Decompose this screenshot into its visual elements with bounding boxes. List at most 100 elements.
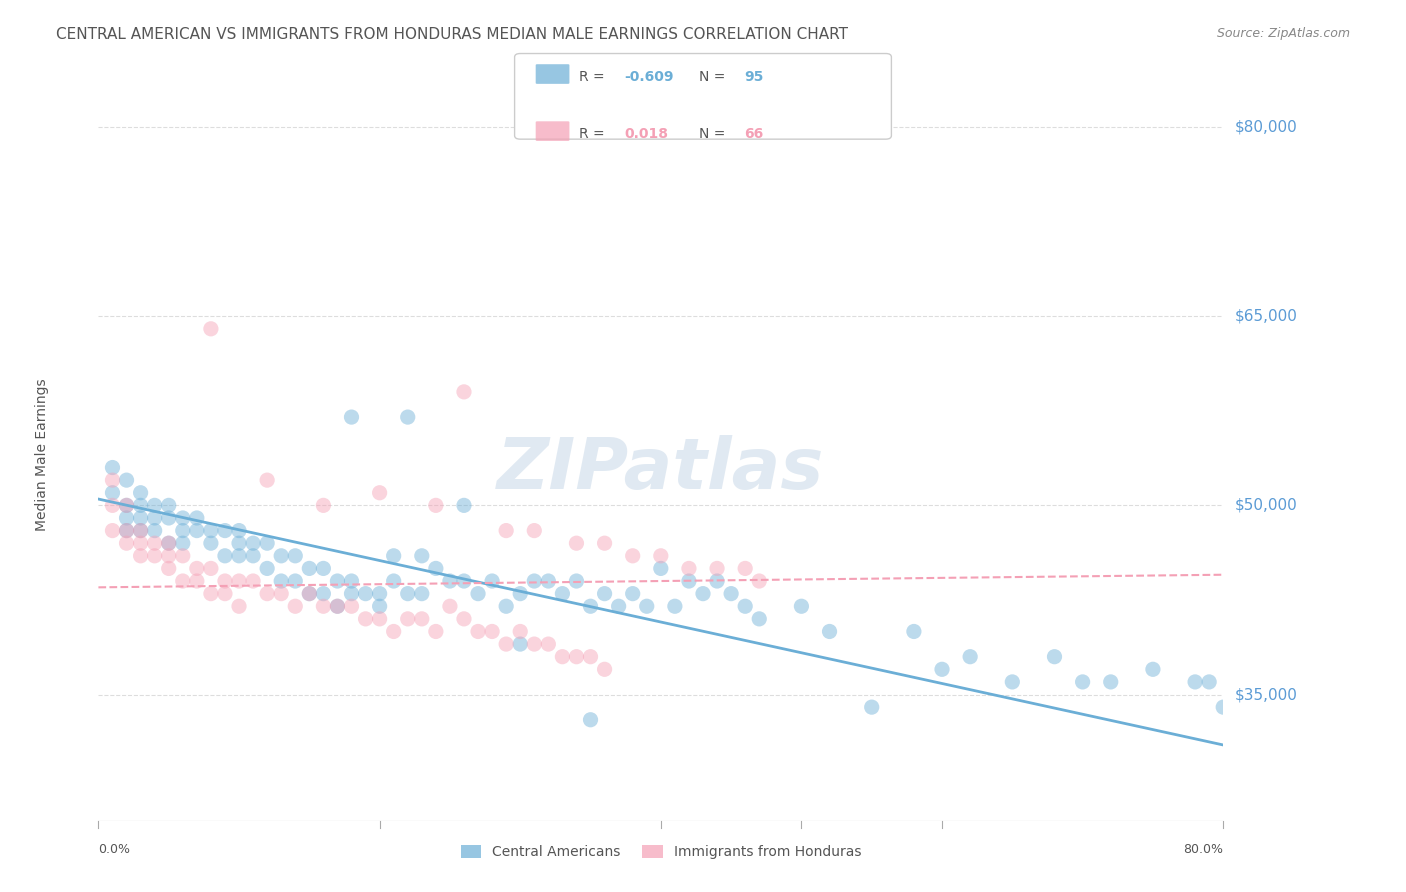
Point [1142, 662, 1164, 676]
Point [650, 549, 672, 563]
Point [467, 624, 489, 639]
Point [523, 637, 546, 651]
Point [621, 549, 644, 563]
Point [537, 574, 560, 588]
Point [1099, 674, 1122, 689]
Point [200, 587, 222, 601]
Point [551, 587, 574, 601]
Point [115, 499, 138, 513]
Point [115, 473, 138, 487]
Point [157, 499, 180, 513]
Point [439, 574, 461, 588]
Point [1198, 674, 1220, 689]
Point [228, 574, 250, 588]
Point [312, 499, 335, 513]
Point [453, 612, 475, 626]
Point [129, 536, 152, 550]
Text: Median Male Earnings: Median Male Earnings [35, 378, 49, 532]
Point [200, 322, 222, 336]
Point [228, 549, 250, 563]
Point [200, 524, 222, 538]
Point [186, 524, 208, 538]
Point [396, 612, 419, 626]
Point [101, 460, 124, 475]
Point [214, 574, 236, 588]
Point [959, 649, 981, 664]
Point [453, 574, 475, 588]
Point [453, 384, 475, 399]
Point [481, 624, 503, 639]
Point [270, 574, 292, 588]
Point [256, 473, 278, 487]
Point [1184, 674, 1206, 689]
Point [1212, 700, 1234, 714]
Point [228, 536, 250, 550]
Point [186, 561, 208, 575]
Point [115, 499, 138, 513]
Point [298, 561, 321, 575]
Point [1071, 674, 1094, 689]
Point [129, 549, 152, 563]
Point [720, 587, 742, 601]
Point [298, 587, 321, 601]
Point [481, 574, 503, 588]
Point [326, 574, 349, 588]
Text: 95: 95 [744, 70, 763, 84]
Point [214, 549, 236, 563]
Point [467, 587, 489, 601]
Point [1001, 674, 1024, 689]
Point [678, 574, 700, 588]
Point [818, 624, 841, 639]
Point [312, 587, 335, 601]
Point [157, 536, 180, 550]
Point [326, 599, 349, 614]
Point [1043, 649, 1066, 664]
Point [453, 499, 475, 513]
Point [593, 662, 616, 676]
Point [425, 561, 447, 575]
Point [425, 499, 447, 513]
Text: $65,000: $65,000 [1234, 309, 1298, 324]
Text: N =: N = [699, 127, 730, 141]
Point [129, 524, 152, 538]
Point [270, 587, 292, 601]
Point [228, 524, 250, 538]
Point [509, 637, 531, 651]
Point [270, 549, 292, 563]
Text: 66: 66 [744, 127, 763, 141]
Point [115, 536, 138, 550]
Point [579, 649, 602, 664]
Point [143, 536, 166, 550]
Point [340, 587, 363, 601]
Point [129, 499, 152, 513]
Point [340, 574, 363, 588]
Point [748, 612, 770, 626]
Text: ZIPatlas: ZIPatlas [498, 435, 824, 504]
Point [157, 549, 180, 563]
Text: -0.609: -0.609 [624, 70, 673, 84]
Point [157, 561, 180, 575]
Text: R =: R = [579, 70, 609, 84]
Point [382, 574, 405, 588]
Point [593, 536, 616, 550]
Point [172, 536, 194, 550]
Point [650, 561, 672, 575]
Text: 0.0%: 0.0% [98, 843, 131, 855]
Point [242, 549, 264, 563]
Point [284, 599, 307, 614]
Point [101, 473, 124, 487]
Point [143, 511, 166, 525]
Point [382, 624, 405, 639]
Point [228, 599, 250, 614]
Point [411, 549, 433, 563]
Point [129, 485, 152, 500]
Point [664, 599, 686, 614]
Point [734, 561, 756, 575]
Point [312, 561, 335, 575]
Point [186, 511, 208, 525]
Point [368, 587, 391, 601]
Point [579, 713, 602, 727]
Point [523, 524, 546, 538]
Point [214, 587, 236, 601]
Point [256, 587, 278, 601]
